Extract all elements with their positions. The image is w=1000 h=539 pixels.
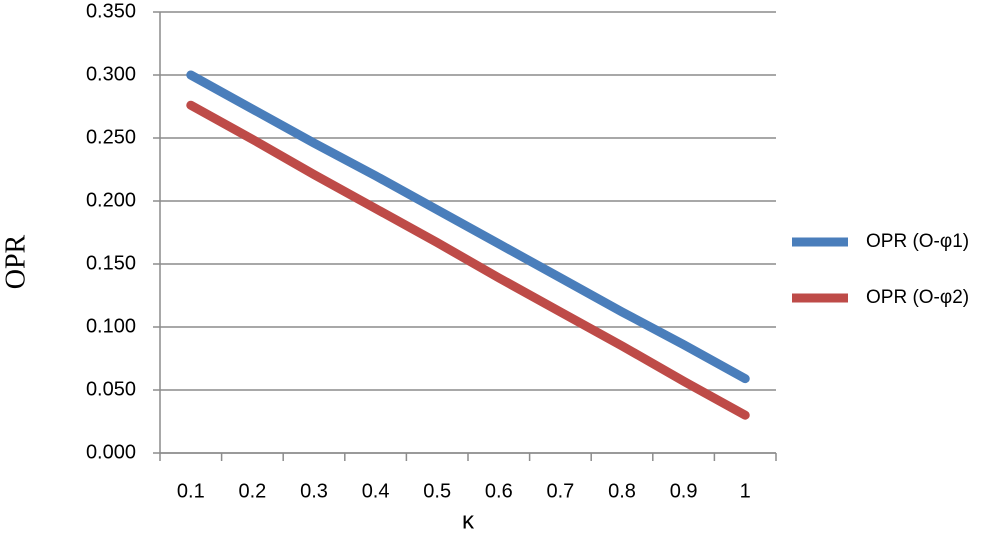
x-tick-label: 0.5 (423, 480, 451, 502)
x-tick-label: 0.1 (177, 480, 205, 502)
x-tick-label: 0.3 (300, 480, 328, 502)
x-tick-label: 1 (740, 480, 751, 502)
x-axis-label: κ (462, 507, 475, 534)
y-tick-label: 0.300 (86, 63, 136, 85)
x-tick-label: 0.4 (362, 480, 390, 502)
x-tick-label: 0.2 (238, 480, 266, 502)
y-tick-label: 0.000 (86, 441, 136, 463)
x-tick-label: 0.8 (608, 480, 636, 502)
series-line (186, 70, 750, 384)
y-tick-label: 0.150 (86, 252, 136, 274)
legend-label: OPR (O-φ1) (866, 231, 969, 252)
x-tick-label: 0.7 (546, 480, 574, 502)
series-line (186, 100, 750, 420)
y-tick-label: 0.050 (86, 378, 136, 400)
x-tick-label: 0.9 (670, 480, 698, 502)
y-tick-label: 0.100 (86, 315, 136, 337)
legend-label: OPR (O-φ2) (866, 287, 969, 308)
y-tick-label: 0.250 (86, 126, 136, 148)
y-tick-label: 0.200 (86, 189, 136, 211)
x-tick-label: 0.6 (485, 480, 513, 502)
y-axis-label: OPR (0, 234, 31, 289)
y-tick-label: 0.350 (86, 0, 136, 22)
